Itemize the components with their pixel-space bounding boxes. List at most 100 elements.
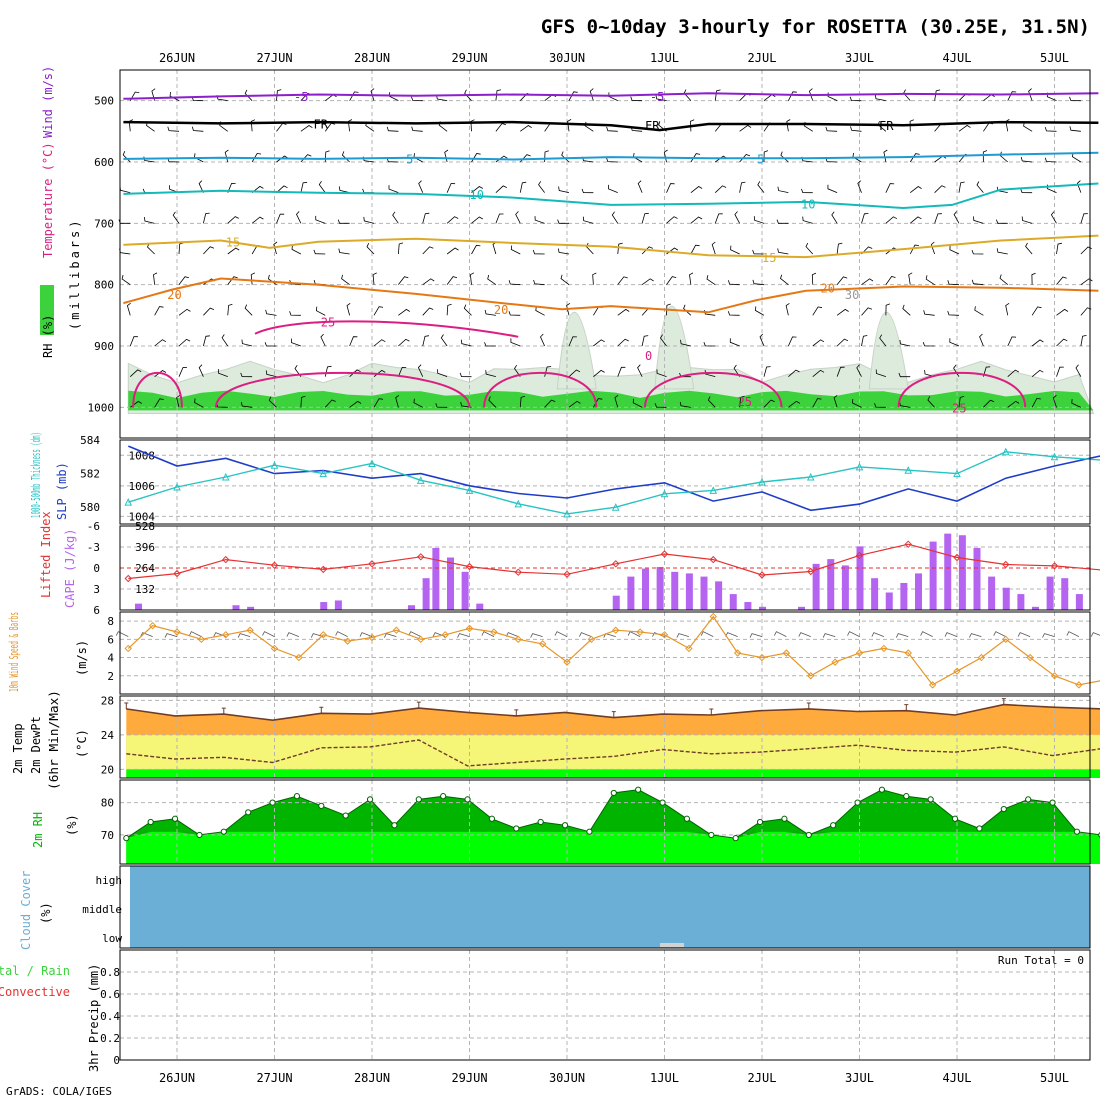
wind10-barb <box>140 632 153 637</box>
legend-rh: RH (%) <box>41 315 55 358</box>
wind-barb <box>856 364 862 377</box>
wind-barb <box>392 211 399 224</box>
tick-label: 580 <box>80 501 100 514</box>
wind-barb <box>349 400 362 408</box>
wind10-marker <box>197 635 206 644</box>
wind-barb <box>176 394 181 408</box>
wind-barb <box>488 396 497 408</box>
wind-barb <box>788 400 801 408</box>
wind10-marker <box>733 649 742 657</box>
wind-barb <box>446 216 459 224</box>
cape-bars <box>135 533 1083 610</box>
wind-barb <box>178 276 190 285</box>
wind-barb <box>484 309 496 316</box>
wind10-panel: 2 4 6 8 10m Wind Speed & Barbs (m/s) <box>7 611 1100 695</box>
wind-barb <box>976 181 984 193</box>
wind-barb <box>411 126 423 132</box>
wind-barb <box>227 303 233 316</box>
wind-barb <box>315 306 326 316</box>
wind-barb <box>129 369 142 377</box>
cape-bar <box>1061 578 1069 610</box>
cape-bar <box>627 576 635 610</box>
temp-line <box>126 703 1100 722</box>
wind-barb <box>836 242 843 255</box>
wind-barb <box>1007 91 1017 101</box>
wind-barb <box>398 338 410 347</box>
contour-label: -5 <box>294 90 308 104</box>
wind-barb <box>910 186 922 193</box>
rh2m-marker <box>123 835 130 842</box>
wind-barb <box>885 216 898 224</box>
cape-panel-frame <box>119 525 1091 611</box>
rh2m-marker <box>1025 796 1032 803</box>
cape-bar <box>320 602 328 610</box>
wind10-marker <box>709 612 717 621</box>
wind10-marker <box>1075 681 1083 689</box>
thickness-marker <box>221 472 230 481</box>
wind-barb <box>833 394 838 408</box>
wind-barb <box>264 342 277 347</box>
cape-bar <box>812 563 820 610</box>
wind-barb <box>1031 339 1044 347</box>
wind-barb <box>227 276 238 285</box>
wind-barb <box>289 311 301 316</box>
wind10-barb <box>1017 632 1031 637</box>
wind-barb <box>558 186 570 194</box>
wind-barb <box>194 398 204 408</box>
rh2m-marker <box>245 809 252 816</box>
wind-barb <box>296 211 302 224</box>
wind-barb <box>1044 157 1057 163</box>
temperature-contour <box>123 182 1099 210</box>
wind-barb <box>178 367 188 377</box>
wind-barb <box>363 216 375 224</box>
wind-barb <box>154 339 167 347</box>
tick-label: 900 <box>94 340 114 353</box>
wind-barb <box>435 403 448 408</box>
wind-barb <box>203 246 215 255</box>
wind-barb <box>874 94 886 102</box>
dewpt-line <box>126 739 1100 767</box>
wind-barb <box>557 248 570 255</box>
cape-bar <box>841 565 849 610</box>
temperature-contour <box>254 320 519 338</box>
wind-barb <box>593 339 605 347</box>
wind-barb <box>885 303 891 316</box>
wind10-marker <box>782 649 791 657</box>
wind-barb <box>519 395 526 408</box>
rh2m-marker <box>708 831 715 839</box>
bottom-date-label: 5JUL <box>1040 1071 1069 1085</box>
bottom-date-label: 28JUN <box>354 1071 390 1085</box>
wind-barb <box>446 183 456 193</box>
cape-bar <box>247 606 255 610</box>
wind-barb <box>780 151 789 163</box>
wind-barb <box>739 181 746 193</box>
wind-barb <box>1080 278 1093 285</box>
rh2m-marker <box>805 831 812 839</box>
contour-label: -25 <box>314 315 336 329</box>
rh2m-marker <box>537 818 544 826</box>
wind-barb <box>666 276 677 285</box>
wind10-barb <box>164 633 178 638</box>
top-date-label: 2JUL <box>748 51 777 65</box>
wind-barb <box>1075 364 1082 377</box>
wind10-barb <box>652 632 665 637</box>
wind-barb <box>812 398 822 408</box>
wind10-marker <box>490 628 498 636</box>
lifted-index-marker <box>709 555 717 564</box>
wind-barb <box>849 96 862 102</box>
cape-bar <box>958 535 966 610</box>
wind-barb <box>341 274 350 285</box>
wind-barb <box>561 151 570 163</box>
wind-barb <box>533 279 545 286</box>
rh2m-marker <box>756 818 764 826</box>
top-date-label: 1JUL <box>650 51 679 65</box>
temperature-contour <box>123 120 1099 132</box>
wind-barb <box>1056 366 1064 377</box>
thickness-marker <box>563 509 571 518</box>
wind-barb <box>861 213 869 224</box>
temp-dewpt-lines <box>124 698 1100 767</box>
temp-grid <box>120 696 1090 778</box>
rh2m-marker <box>342 812 349 819</box>
wind-barb <box>515 211 521 224</box>
